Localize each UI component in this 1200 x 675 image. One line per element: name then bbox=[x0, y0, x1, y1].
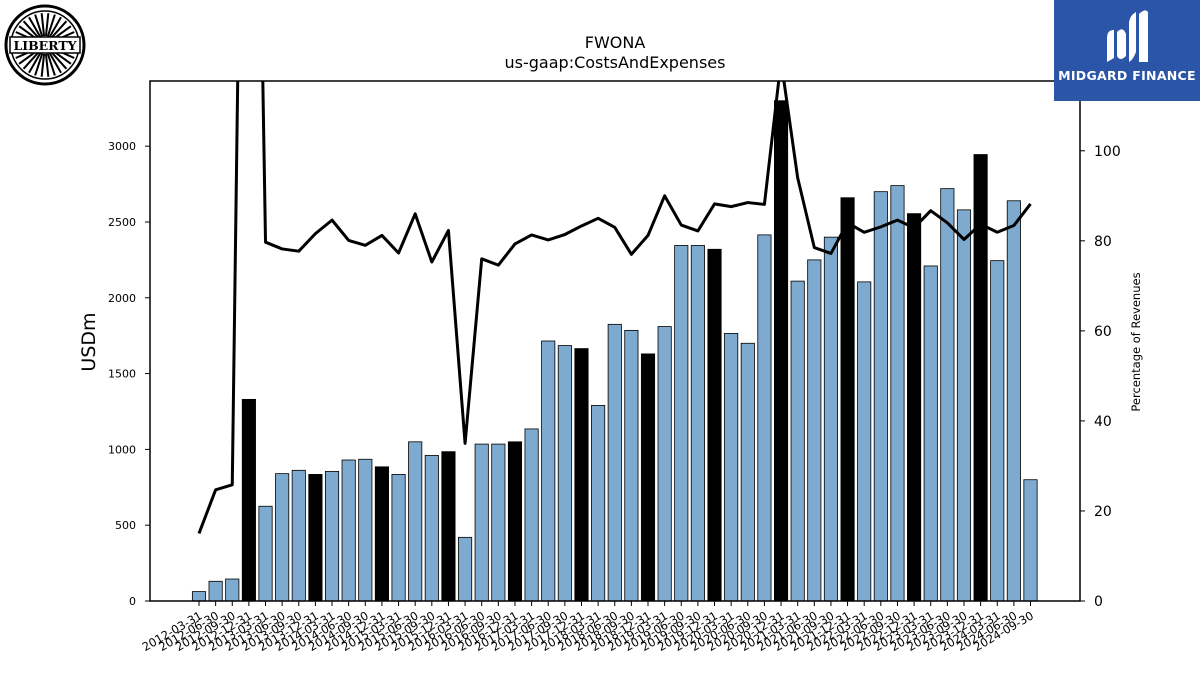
liberty-ray bbox=[40, 53, 46, 77]
bar bbox=[807, 259, 822, 602]
y-tick-label: 1500 bbox=[108, 368, 136, 381]
midgard-emblem-icon bbox=[1107, 10, 1148, 62]
bar bbox=[857, 281, 872, 602]
liberty-ray bbox=[34, 53, 44, 76]
bar bbox=[358, 458, 373, 602]
y-tick-label: 2500 bbox=[108, 216, 136, 229]
liberty-ray bbox=[44, 13, 50, 37]
bar bbox=[790, 280, 805, 602]
bar bbox=[907, 213, 922, 602]
chart-title: FWONA bbox=[585, 33, 646, 52]
bar bbox=[740, 342, 755, 602]
y2-tick-label: 100 bbox=[1094, 144, 1121, 160]
bar bbox=[990, 260, 1005, 602]
liberty-ray bbox=[46, 53, 56, 76]
liberty-ray bbox=[28, 16, 42, 38]
bar bbox=[291, 469, 306, 602]
bar bbox=[607, 323, 622, 602]
liberty-ray bbox=[44, 53, 50, 77]
y2-axis-label: Percentage of Revenues bbox=[1129, 272, 1143, 411]
bar bbox=[424, 455, 439, 602]
liberty-ray bbox=[22, 51, 40, 70]
bar bbox=[973, 154, 988, 602]
liberty-ray bbox=[34, 14, 44, 37]
percentage-line bbox=[197, 81, 1032, 535]
bar bbox=[940, 188, 955, 602]
bar bbox=[308, 474, 323, 602]
bar bbox=[374, 466, 389, 602]
bar bbox=[1006, 200, 1021, 602]
bar bbox=[408, 441, 423, 602]
bar bbox=[324, 470, 340, 602]
bar bbox=[757, 234, 772, 602]
bar bbox=[341, 459, 356, 602]
bar bbox=[275, 473, 290, 602]
bar bbox=[541, 340, 556, 602]
bar bbox=[624, 329, 639, 602]
bar bbox=[474, 443, 489, 602]
bar bbox=[724, 333, 739, 602]
y-axis-label: USDm bbox=[78, 312, 100, 371]
liberty-logo-text: LIBERTY bbox=[13, 38, 77, 53]
bar bbox=[890, 185, 905, 602]
bar bbox=[956, 209, 972, 602]
bar bbox=[491, 443, 506, 602]
bar bbox=[823, 236, 838, 602]
y2-tick-label: 60 bbox=[1094, 324, 1112, 340]
bar bbox=[707, 248, 722, 602]
liberty-logo: LIBERTY bbox=[4, 4, 86, 86]
midgard-finance-logo: MIDGARD FINANCE bbox=[1054, 0, 1200, 101]
liberty-ray bbox=[50, 51, 68, 70]
bar bbox=[258, 505, 273, 602]
y-tick-label: 500 bbox=[115, 519, 136, 532]
liberty-ray bbox=[40, 13, 46, 37]
y-tick-label: 2000 bbox=[108, 292, 136, 305]
bar bbox=[657, 326, 672, 602]
bar bbox=[557, 345, 572, 602]
bar bbox=[191, 591, 207, 602]
bar bbox=[391, 474, 406, 602]
liberty-ray bbox=[50, 20, 68, 39]
liberty-ray bbox=[48, 52, 62, 74]
bar bbox=[674, 245, 689, 602]
bar bbox=[591, 405, 606, 602]
bar bbox=[1023, 479, 1038, 602]
bar bbox=[923, 265, 938, 602]
bar bbox=[441, 451, 456, 602]
bar bbox=[690, 245, 705, 602]
bar bbox=[208, 580, 223, 602]
bar bbox=[574, 348, 589, 602]
y-tick-label: 1000 bbox=[108, 443, 136, 456]
y-tick-label: 0 bbox=[129, 595, 136, 608]
bar bbox=[840, 197, 855, 602]
bar bbox=[524, 428, 539, 602]
bar bbox=[873, 191, 888, 602]
bar bbox=[225, 578, 240, 602]
y-tick-label: 3000 bbox=[108, 140, 136, 153]
y2-tick-label: 40 bbox=[1094, 414, 1112, 430]
liberty-ray bbox=[46, 14, 56, 37]
y2-tick-label: 0 bbox=[1094, 594, 1103, 610]
liberty-ray bbox=[48, 16, 62, 38]
chart-subtitle: us-gaap:CostsAndExpenses bbox=[505, 53, 726, 72]
bar bbox=[774, 100, 789, 602]
y2-tick-label: 80 bbox=[1094, 234, 1112, 250]
y2-tick-label: 20 bbox=[1094, 504, 1112, 520]
bar bbox=[640, 353, 656, 602]
midgard-logo-text: MIDGARD FINANCE bbox=[1058, 68, 1196, 83]
bar bbox=[507, 441, 523, 602]
liberty-ray bbox=[22, 20, 40, 39]
liberty-emblem-icon: LIBERTY bbox=[4, 4, 86, 86]
bar bbox=[458, 536, 473, 602]
bar bbox=[241, 398, 256, 602]
liberty-ray bbox=[28, 52, 42, 74]
